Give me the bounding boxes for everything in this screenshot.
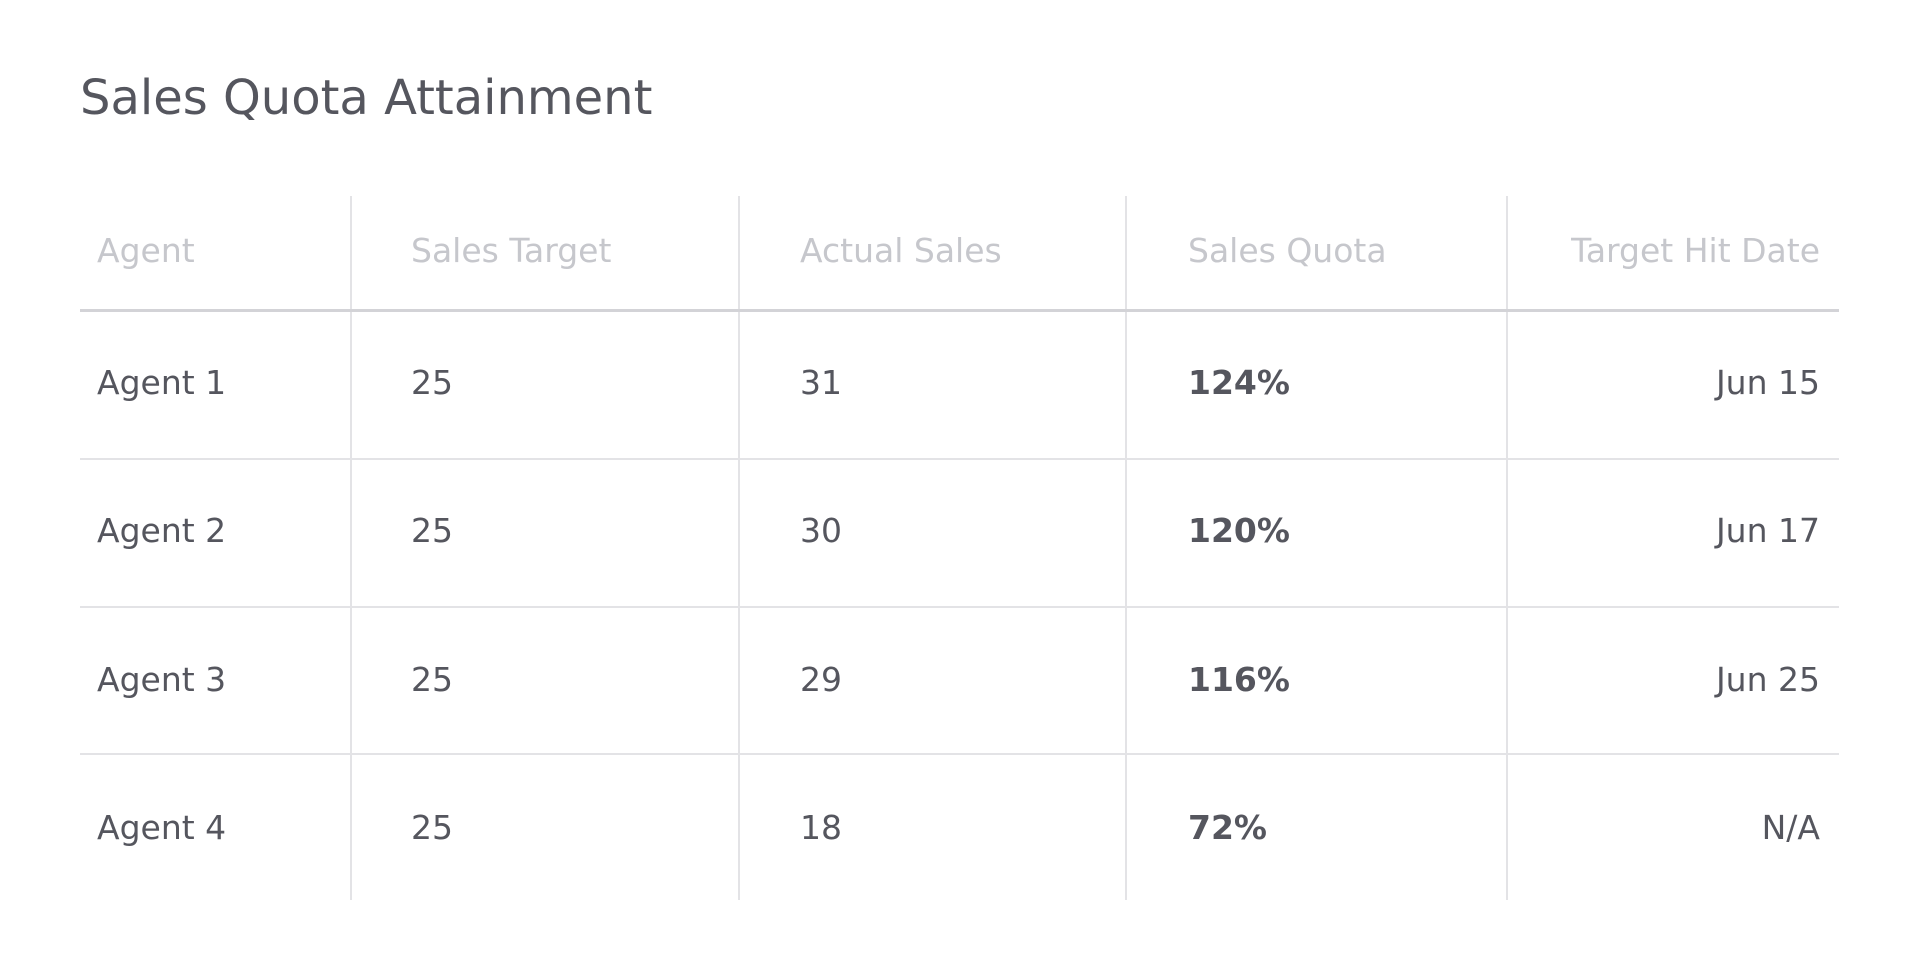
table-cell: 72%	[1188, 808, 1267, 847]
table-cell: 30	[800, 511, 842, 550]
row-divider	[80, 753, 1839, 755]
table-cell: Agent 3	[97, 660, 227, 699]
table-cell: 25	[411, 511, 453, 550]
table-cell: Agent 1	[97, 363, 227, 402]
column-header: Sales Target	[411, 231, 612, 270]
table-cell: Jun 17	[1715, 511, 1820, 550]
page-title: Sales Quota Attainment	[80, 70, 653, 126]
table-cell: 18	[800, 808, 842, 847]
column-header: Sales Quota	[1188, 231, 1387, 270]
column-divider	[350, 196, 352, 900]
table-cell: 25	[411, 660, 453, 699]
table-cell: 25	[411, 808, 453, 847]
table-cell: 29	[800, 660, 842, 699]
table-cell: 31	[800, 363, 842, 402]
table-cell: Agent 4	[97, 808, 227, 847]
table-cell: Jun 15	[1715, 363, 1820, 402]
table-cell: N/A	[1761, 808, 1820, 847]
table-cell: 120%	[1188, 511, 1290, 550]
column-header: Target Hit Date	[1571, 231, 1820, 270]
column-divider	[1125, 196, 1127, 900]
table-cell: 25	[411, 363, 453, 402]
table-cell: Jun 25	[1715, 660, 1820, 699]
column-header: Actual Sales	[800, 231, 1002, 270]
table-cell: Agent 2	[97, 511, 227, 550]
column-divider	[738, 196, 740, 900]
table-cell: 116%	[1188, 660, 1290, 699]
table-cell: 124%	[1188, 363, 1290, 402]
header-divider	[80, 309, 1839, 312]
column-header: Agent	[97, 231, 195, 270]
row-divider	[80, 606, 1839, 608]
row-divider	[80, 458, 1839, 460]
column-divider	[1506, 196, 1508, 900]
